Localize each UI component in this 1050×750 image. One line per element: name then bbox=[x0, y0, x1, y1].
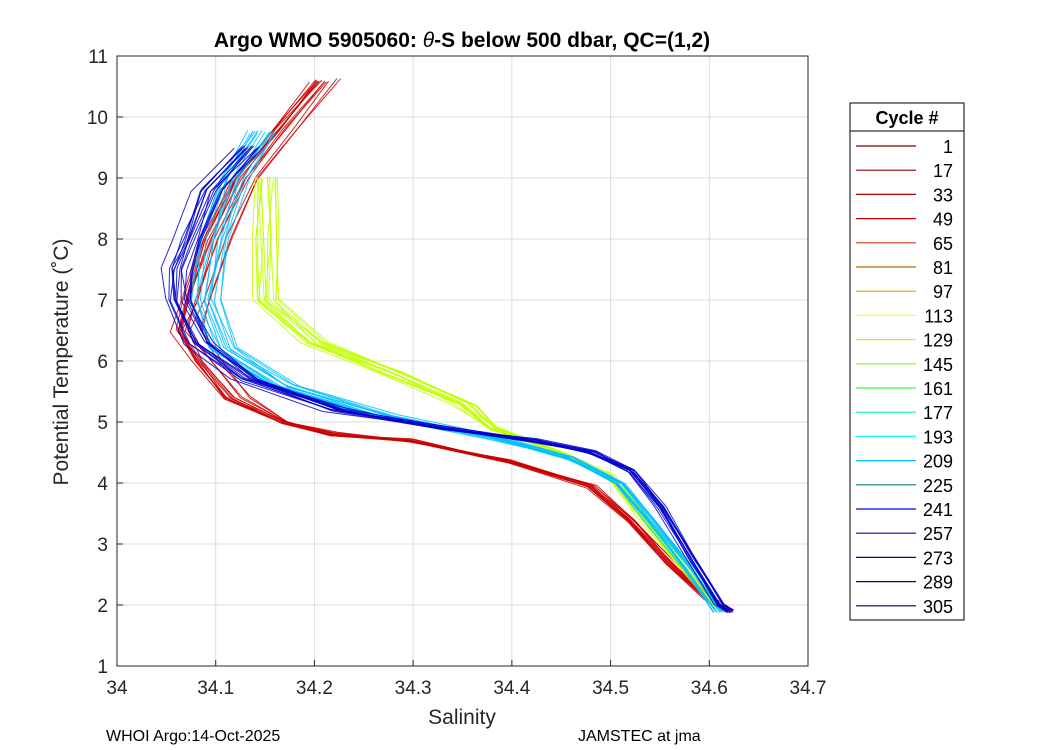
legend-label: 289 bbox=[923, 573, 953, 593]
y-tick-label: 10 bbox=[87, 108, 108, 129]
profile-line bbox=[180, 80, 728, 614]
y-tick-label: 2 bbox=[97, 596, 108, 617]
y-tick-label: 4 bbox=[97, 474, 108, 495]
legend-label: 17 bbox=[933, 161, 953, 181]
x-tick-label: 34.3 bbox=[395, 678, 432, 699]
legend-label: 257 bbox=[923, 524, 953, 544]
legend-label: 177 bbox=[923, 403, 953, 423]
profile-line bbox=[255, 178, 719, 610]
legend-label: 241 bbox=[923, 500, 953, 520]
legend-box bbox=[849, 102, 965, 621]
profile-line bbox=[257, 178, 717, 610]
x-tick-label: 34.7 bbox=[790, 678, 827, 699]
profile-line bbox=[213, 131, 723, 613]
profile-line bbox=[210, 132, 721, 613]
y-tick-label: 5 bbox=[97, 413, 108, 434]
x-axis-label: Salinity bbox=[428, 706, 496, 729]
y-tick-label: 8 bbox=[97, 230, 108, 251]
y-tick-label: 9 bbox=[97, 169, 108, 190]
legend-label: 1 bbox=[943, 137, 953, 157]
profile-line bbox=[204, 132, 722, 612]
x-tick-label: 34.1 bbox=[197, 678, 234, 699]
legend-label: 145 bbox=[923, 355, 953, 375]
y-axis-ticks: 1 2 3 4 5 6 7 8 9 10 11 bbox=[87, 47, 123, 678]
legend-label: 209 bbox=[923, 452, 953, 472]
legend-label: 161 bbox=[923, 379, 953, 399]
y-tick-label: 3 bbox=[97, 535, 108, 556]
legend-label: 81 bbox=[933, 258, 953, 278]
legend: Cycle # 1 17 33 49 65 81 97 113 129 145 161 177 193 2… bbox=[849, 102, 965, 621]
profile-line bbox=[169, 81, 726, 611]
y-tick-label: 1 bbox=[97, 657, 108, 678]
y-axis-label: Potential Temperature (˚C) bbox=[50, 238, 73, 485]
y-tick-label: 6 bbox=[97, 352, 108, 373]
footer-source: WHOI Argo:14-Oct-2025 bbox=[106, 728, 280, 745]
profile-line bbox=[186, 147, 734, 613]
legend-label: 129 bbox=[923, 331, 953, 351]
legend-label: 65 bbox=[933, 234, 953, 254]
x-tick-label: 34.5 bbox=[592, 678, 629, 699]
x-tick-label: 34.2 bbox=[296, 678, 333, 699]
y-tick-label: 7 bbox=[97, 291, 108, 312]
legend-label: 225 bbox=[923, 476, 953, 496]
legend-label: 49 bbox=[933, 210, 953, 230]
legend-label: 97 bbox=[933, 282, 953, 302]
footer-institution: JAMSTEC at jma bbox=[578, 728, 701, 745]
x-tick-label: 34 bbox=[106, 678, 128, 699]
x-tick-label: 34.6 bbox=[691, 678, 728, 699]
x-tick-label: 34.4 bbox=[493, 678, 530, 699]
legend-label: 113 bbox=[924, 306, 953, 326]
y-tick-label: 11 bbox=[88, 47, 108, 68]
profile-line bbox=[201, 78, 734, 611]
legend-label: 273 bbox=[923, 548, 953, 568]
profile-lines bbox=[160, 78, 734, 614]
legend-title: Cycle # bbox=[875, 108, 938, 128]
legend-label: 33 bbox=[933, 185, 953, 205]
legend-label: 193 bbox=[923, 427, 953, 447]
x-axis-ticks: 34 34.1 34.2 34.3 34.4 34.5 34.6 34.7 bbox=[106, 660, 826, 699]
chart-title: Argo WMO 5905060: θ-S below 500 dbar, QC… bbox=[214, 29, 710, 52]
legend-label: 305 bbox=[923, 597, 953, 617]
